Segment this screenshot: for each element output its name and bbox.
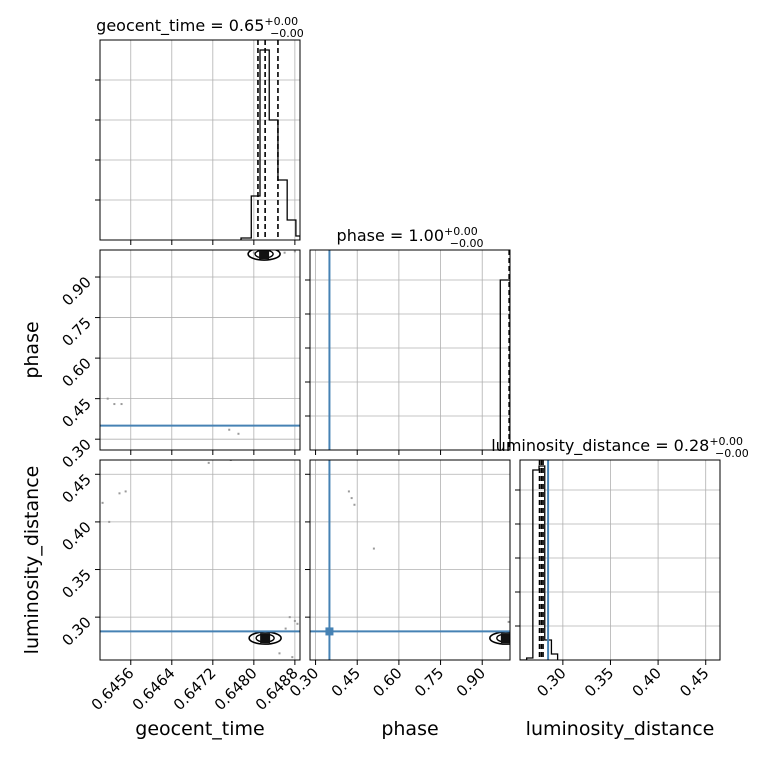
plot-area — [100, 40, 300, 240]
plot-area — [100, 460, 300, 660]
sample-point — [101, 501, 104, 504]
x-tick-label: 0.30 — [533, 664, 569, 700]
histogram-step — [240, 49, 300, 240]
y-axis-label: luminosity_distance — [21, 466, 43, 655]
panel-hist-phase: phase = 1.00+0.00 −0.00 — [305, 225, 511, 455]
y-axis-label: phase — [21, 321, 43, 378]
sample-point — [372, 547, 375, 550]
sample-point — [120, 403, 123, 406]
x-tick-label: 0.6480 — [211, 664, 261, 714]
density-peak — [260, 633, 271, 644]
plot-area — [310, 250, 510, 450]
x-tick-label: 0.6472 — [170, 664, 220, 714]
sample-point — [284, 627, 287, 630]
y-tick-label: 0.90 — [58, 273, 94, 309]
panel-hist-luminosity_distance: 0.30 0.35 0.40 0.45 luminosity_distance lumin… — [491, 435, 749, 740]
y-tick-label: 0.75 — [58, 314, 94, 350]
y-tick-label: 0.40 — [58, 518, 94, 554]
sample-point — [124, 490, 127, 493]
sample-point — [207, 461, 210, 464]
sample-point — [293, 250, 296, 253]
sample-point — [291, 656, 294, 659]
sample-point — [237, 432, 240, 435]
sample-point — [288, 616, 291, 619]
x-tick-label: 0.45 — [328, 664, 364, 700]
x-tick-label: 0.6456 — [88, 664, 138, 714]
sample-point — [108, 520, 111, 523]
histogram-step — [520, 465, 559, 660]
sample-point — [106, 397, 109, 400]
sample-point — [278, 652, 281, 655]
panel-scatter-phase-vs-geocent_time: 0.30 0.45 0.60 0.75 0.90 phase — [21, 249, 301, 472]
x-tick-label: 0.75 — [411, 664, 447, 700]
x-axis-label: luminosity_distance — [526, 718, 715, 740]
sample-point — [293, 619, 296, 622]
x-axis-label: geocent_time — [135, 718, 264, 740]
panel-hist-geocent_time: geocent_time = 0.65+0.00 −0.00 — [95, 15, 304, 245]
y-tick-label: 0.30 — [58, 613, 94, 649]
sample-point — [118, 492, 121, 495]
panel-scatter-luminosity_distance-vs-geocent_time: 0.64560.64640.64720.64800.64880.300.350.… — [21, 459, 302, 740]
y-tick-label: 0.45 — [58, 395, 94, 431]
panel-frame — [519, 459, 721, 661]
panel-frame — [99, 249, 301, 451]
sample-point — [252, 251, 255, 254]
plot-area — [520, 460, 720, 660]
panel-frame — [309, 459, 511, 661]
density-peak — [259, 250, 270, 260]
histogram-step — [499, 279, 510, 450]
sample-point — [350, 497, 353, 500]
density-peak — [500, 633, 510, 644]
panel-frame — [99, 459, 301, 661]
sample-point — [353, 503, 356, 506]
y-tick-label: 0.30 — [58, 435, 94, 471]
x-tick-label: 0.90 — [453, 664, 489, 700]
y-tick-label: 0.45 — [58, 470, 94, 506]
sample-point — [113, 403, 116, 406]
panel-title: phase = 1.00+0.00 −0.00 — [337, 225, 484, 250]
panel-title: luminosity_distance = 0.28+0.00 −0.00 — [491, 435, 749, 460]
x-axis-label: phase — [381, 718, 438, 740]
y-tick-label: 0.35 — [58, 566, 94, 602]
y-tick-label: 0.60 — [58, 354, 94, 390]
truth-marker — [325, 627, 334, 636]
x-tick-label: 0.45 — [676, 664, 712, 700]
plot-area — [100, 250, 300, 450]
x-tick-label: 0.60 — [369, 664, 405, 700]
sample-point — [228, 428, 231, 431]
x-tick-label: 0.6464 — [129, 664, 179, 714]
x-tick-label: 0.35 — [581, 664, 617, 700]
sample-point — [283, 251, 286, 254]
panel-title: geocent_time = 0.65+0.00 −0.00 — [96, 15, 304, 40]
sample-point — [507, 620, 510, 623]
x-tick-label: 0.40 — [629, 664, 665, 700]
panel-frame — [309, 249, 511, 451]
plot-area — [310, 460, 510, 660]
contour-outer — [247, 250, 281, 261]
sample-point — [296, 622, 299, 625]
panel-frame — [99, 39, 301, 241]
sample-point — [347, 490, 350, 493]
